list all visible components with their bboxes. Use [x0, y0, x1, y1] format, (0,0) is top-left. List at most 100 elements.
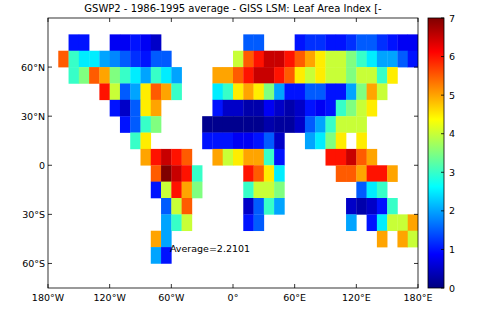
colorbar-tick-label: 4: [449, 128, 455, 139]
cell: [295, 51, 306, 68]
x-tick-label: 180°E: [404, 292, 433, 303]
cell: [367, 214, 378, 231]
plot-frame: [48, 18, 418, 288]
cell: [171, 182, 182, 199]
cell: [182, 198, 193, 215]
cell: [264, 116, 275, 133]
cell: [356, 198, 367, 215]
x-tick-label: 60°W: [158, 292, 185, 303]
x-tick: [294, 18, 295, 22]
colorbar-tick: [441, 56, 444, 57]
cell: [141, 51, 152, 68]
cell: [161, 214, 172, 231]
x-tick: [233, 18, 234, 22]
cell: [377, 51, 388, 68]
cell: [397, 51, 408, 68]
cell: [151, 83, 162, 100]
x-tick: [418, 284, 419, 288]
cell: [151, 182, 162, 199]
y-tick: [414, 67, 418, 68]
cell: [397, 231, 408, 248]
cell: [130, 34, 141, 51]
cell: [243, 182, 254, 199]
colorbar-tick-label: 7: [449, 13, 455, 24]
y-tick: [414, 116, 418, 117]
cell: [326, 67, 337, 84]
colorbar-tick: [441, 210, 444, 211]
cell: [130, 100, 141, 117]
cell: [274, 116, 285, 133]
cell: [233, 133, 244, 150]
colorbar-tick-label: 2: [449, 205, 455, 216]
cell: [367, 83, 378, 100]
x-tick-label: 180°W: [32, 292, 65, 303]
x-tick: [171, 284, 172, 288]
cell: [274, 133, 285, 150]
cell: [254, 133, 265, 150]
cell: [346, 116, 357, 133]
cell: [377, 34, 388, 51]
cell: [295, 83, 306, 100]
cell: [346, 165, 357, 182]
cell: [274, 100, 285, 117]
cell: [326, 34, 337, 51]
cell: [171, 214, 182, 231]
cell: [346, 51, 357, 68]
cell: [141, 34, 152, 51]
cell: [367, 198, 378, 215]
cell: [274, 83, 285, 100]
cell: [284, 67, 295, 84]
cell: [161, 165, 172, 182]
cell: [243, 67, 254, 84]
cell: [223, 116, 234, 133]
x-tick: [294, 284, 295, 288]
cell: [264, 198, 275, 215]
cell: [336, 83, 347, 100]
cell: [305, 51, 316, 68]
cell: [130, 116, 141, 133]
cell: [305, 133, 316, 150]
cell: [212, 116, 223, 133]
cell: [141, 133, 152, 150]
cell: [408, 51, 418, 68]
y-tick-label: 60°S: [22, 258, 45, 269]
x-tick-label: 120°W: [94, 292, 127, 303]
cell: [151, 34, 162, 51]
y-tick: [48, 165, 52, 166]
cell: [336, 100, 347, 117]
cell: [346, 214, 357, 231]
colorbar-tick-label: 0: [449, 283, 455, 294]
cell: [161, 67, 172, 84]
cell: [346, 198, 357, 215]
cell: [356, 51, 367, 68]
cell: [264, 67, 275, 84]
cell: [305, 100, 316, 117]
cell: [151, 51, 162, 68]
cell: [254, 51, 265, 68]
cell: [254, 214, 265, 231]
chart: 180°W120°W60°W0°60°E120°E180°E60°S30°S03…: [0, 0, 484, 309]
colorbar-tick-label: 3: [449, 167, 455, 178]
cell: [151, 67, 162, 84]
colorbar-tick-label: 5: [449, 90, 455, 101]
cell: [387, 214, 398, 231]
cell: [151, 100, 162, 117]
cell: [305, 67, 316, 84]
cell: [315, 116, 326, 133]
x-tick: [356, 284, 357, 288]
cell: [99, 67, 110, 84]
cell: [305, 83, 316, 100]
cell: [182, 165, 193, 182]
cell: [223, 100, 234, 117]
cell: [377, 165, 388, 182]
cell: [151, 165, 162, 182]
cell: [110, 83, 121, 100]
cell: [254, 83, 265, 100]
cell: [202, 133, 213, 150]
cell: [346, 67, 357, 84]
cell: [182, 149, 193, 166]
cell: [356, 67, 367, 84]
annotation: Average=2.2101: [170, 243, 250, 254]
cell: [141, 100, 152, 117]
cell: [233, 67, 244, 84]
